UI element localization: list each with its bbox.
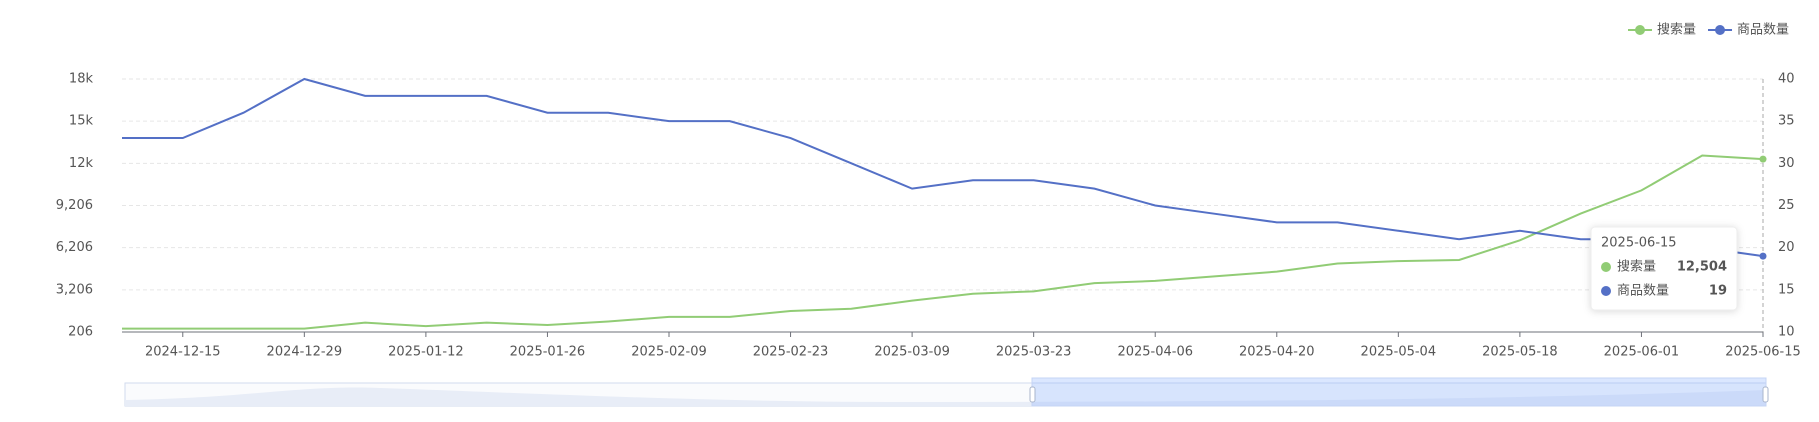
legend-dot: [1635, 25, 1645, 35]
y2-tick-label: 15: [1778, 282, 1795, 297]
tooltip-dot: [1601, 262, 1611, 272]
tooltip-box: [1590, 226, 1738, 311]
x-tick-label: 2025-03-09: [874, 345, 950, 360]
data-zoom[interactable]: [124, 377, 1769, 407]
y2-tick-label: 30: [1778, 156, 1795, 171]
legend-label: 商品数量: [1737, 23, 1789, 38]
y-tick-label: 9,206: [56, 198, 93, 213]
legend-dot: [1715, 25, 1726, 35]
tooltip-value: 12,504: [1677, 260, 1727, 275]
y2-tick-label: 20: [1778, 240, 1795, 255]
x-tick-label: 2025-02-23: [753, 345, 829, 360]
zoom-preview: [125, 387, 1766, 406]
y-tick-label: 18k: [69, 72, 94, 87]
series-line: [122, 154, 1764, 330]
tooltip-title: 2025-06-15: [1601, 236, 1677, 251]
x-tick-label: 2025-04-20: [1239, 345, 1315, 360]
tooltip: 2025-06-15 搜索量 12,504 商品数量 19: [1590, 226, 1738, 311]
zoom-handle[interactable]: [1029, 386, 1036, 403]
legend-label: 搜索量: [1657, 23, 1696, 38]
zoom-window[interactable]: [1031, 377, 1767, 407]
zoom-handle[interactable]: [1762, 386, 1769, 403]
highlight-point: [1759, 252, 1767, 260]
highlight-point: [1759, 155, 1767, 163]
tooltip-value: 19: [1709, 284, 1727, 299]
y-tick-label: 6,206: [56, 240, 93, 255]
x-tick-label: 2024-12-29: [267, 345, 343, 360]
tooltip-dot: [1601, 286, 1611, 296]
x-tick-label: 2025-06-01: [1604, 345, 1680, 360]
y2-tick-label: 25: [1778, 198, 1795, 213]
tooltip-name: 商品数量: [1617, 284, 1669, 299]
tooltip-name: 搜索量: [1617, 260, 1656, 275]
x-tick-label: 2025-05-04: [1361, 345, 1437, 360]
series-line: [122, 77, 1764, 258]
y-tick-label: 3,206: [56, 282, 93, 297]
x-tick-label: 2025-03-23: [996, 345, 1072, 360]
y-tick-label: 12k: [69, 156, 94, 171]
y2-tick-label: 40: [1778, 72, 1795, 87]
x-tick-label: 2025-02-09: [631, 345, 707, 360]
y2-tick-label: 35: [1778, 114, 1795, 129]
x-tick-label: 2025-01-12: [388, 345, 464, 360]
x-tick-label: 2025-01-26: [510, 345, 586, 360]
x-tick-label: 2025-06-15: [1725, 345, 1801, 360]
x-tick-label: 2025-05-18: [1482, 345, 1558, 360]
x-tick-label: 2024-12-15: [145, 345, 221, 360]
y-tick-label: 206: [68, 325, 93, 340]
y2-tick-label: 10: [1778, 325, 1795, 340]
y-tick-label: 15k: [69, 114, 94, 129]
x-tick-label: 2025-04-06: [1117, 345, 1193, 360]
